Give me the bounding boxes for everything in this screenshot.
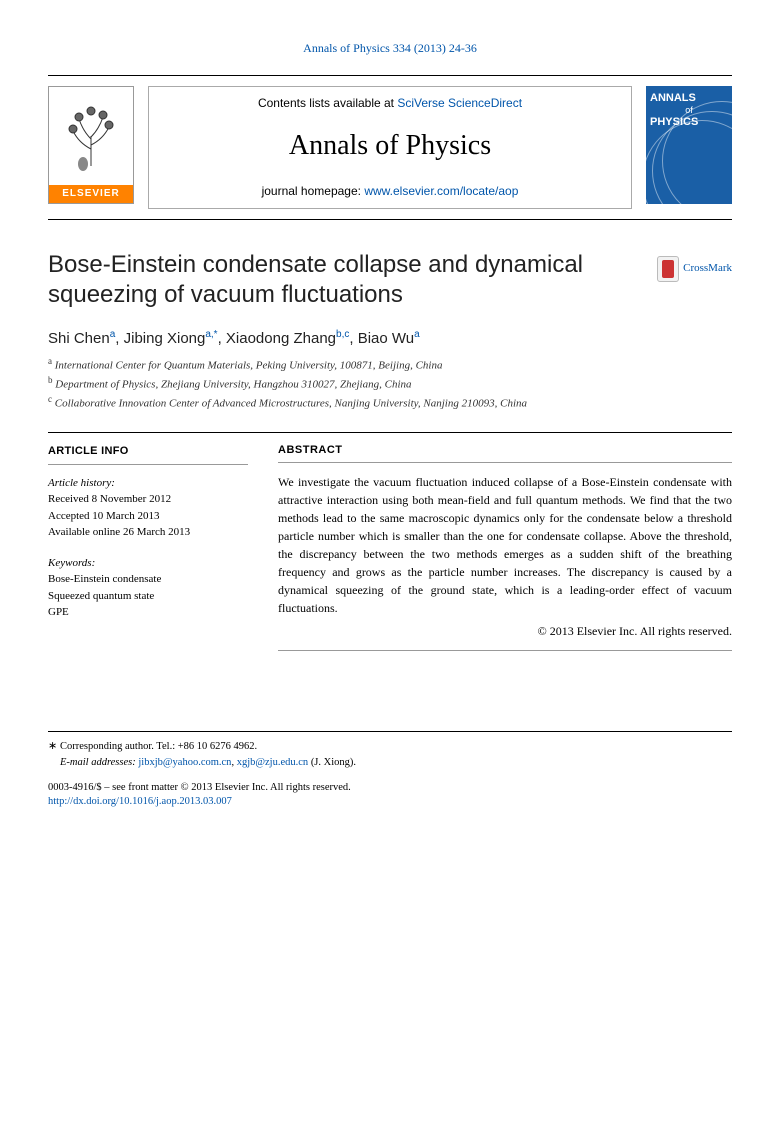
contents-line: Contents lists available at SciVerse Sci… [159, 95, 621, 112]
abstract-head: ABSTRACT [278, 443, 732, 458]
article-title: Bose-Einstein condensate collapse and dy… [48, 250, 645, 310]
abstract-text: We investigate the vacuum fluctuation in… [278, 473, 732, 617]
front-matter: 0003-4916/$ – see front matter © 2013 El… [48, 781, 732, 796]
authors: Shi Chen a , Jibing Xionga,*, Xiaodong Zha… [48, 328, 732, 349]
email-label: E-mail addresses: [60, 757, 136, 768]
keyword-2: Squeezed quantum state [48, 588, 248, 605]
header-citation: Annals of Physics 334 (2013) 24-36 [48, 40, 732, 57]
crossmark-label: CrossMark [683, 261, 732, 276]
author-2: , Jibing Xiong [115, 330, 205, 347]
history-online: Available online 26 March 2013 [48, 524, 248, 541]
affiliations: a International Center for Quantum Mater… [48, 355, 732, 412]
affiliation-c: Collaborative Innovation Center of Advan… [55, 398, 527, 410]
email-owner: (J. Xiong). [308, 757, 356, 768]
publisher-logo[interactable]: ELSEVIER [48, 86, 134, 204]
history-accepted: Accepted 10 March 2013 [48, 508, 248, 525]
sciencedirect-link[interactable]: SciVerse ScienceDirect [397, 96, 522, 110]
cover-line3: PHYSICS [650, 116, 728, 129]
publisher-brand: ELSEVIER [49, 185, 133, 203]
author-3: , Xiaodong Zhang [218, 330, 336, 347]
doi-block: 0003-4916/$ – see front matter © 2013 El… [48, 781, 732, 810]
affiliation-a: International Center for Quantum Materia… [55, 359, 443, 371]
journal-cover-thumbnail[interactable]: ANNALS of PHYSICS [646, 86, 732, 204]
history-received: Received 8 November 2012 [48, 491, 248, 508]
article-info: ARTICLE INFO Article history: Received 8… [48, 443, 248, 661]
journal-title: Annals of Physics [159, 126, 621, 165]
doi-link[interactable]: http://dx.doi.org/10.1016/j.aop.2013.03.… [48, 796, 232, 807]
masthead: ELSEVIER Contents lists available at Sci… [48, 75, 732, 220]
author-4-aff[interactable]: a [414, 329, 420, 340]
homepage-prefix: journal homepage: [262, 184, 365, 198]
affiliation-b: Department of Physics, Zhejiang Universi… [55, 378, 411, 390]
journal-homepage-link[interactable]: www.elsevier.com/locate/aop [364, 184, 518, 198]
footnotes: ∗ Corresponding author. Tel.: +86 10 627… [48, 731, 732, 771]
journal-box: Contents lists available at SciVerse Sci… [148, 86, 632, 209]
cover-line2: of [650, 105, 728, 116]
keyword-1: Bose-Einstein condensate [48, 571, 248, 588]
elsevier-tree-icon [49, 87, 133, 185]
cover-line1: ANNALS [650, 92, 728, 105]
author-4: , Biao Wu [349, 330, 414, 347]
crossmark-icon [657, 256, 679, 282]
email-2[interactable]: xgjb@zju.edu.cn [237, 757, 309, 768]
abstract-copyright: © 2013 Elsevier Inc. All rights reserved… [278, 623, 732, 640]
article-info-head: ARTICLE INFO [48, 443, 248, 460]
header-citation-link[interactable]: Annals of Physics 334 (2013) 24-36 [303, 41, 477, 55]
corresp-star: ∗ [48, 740, 60, 752]
author-1: Shi Chen [48, 330, 110, 347]
email-1[interactable]: jibxjb@yahoo.com.cn [138, 757, 231, 768]
contents-prefix: Contents lists available at [258, 96, 397, 110]
journal-homepage: journal homepage: www.elsevier.com/locat… [159, 183, 621, 200]
author-3-aff[interactable]: b,c [336, 329, 349, 340]
crossmark-badge[interactable]: CrossMark [657, 256, 732, 282]
keyword-3: GPE [48, 604, 248, 621]
corresp-label: Corresponding author. Tel.: +86 10 6276 … [60, 741, 257, 752]
author-2-aff[interactable]: a,* [205, 329, 217, 340]
history-head: Article history: [48, 475, 248, 492]
keywords-head: Keywords: [48, 555, 248, 572]
